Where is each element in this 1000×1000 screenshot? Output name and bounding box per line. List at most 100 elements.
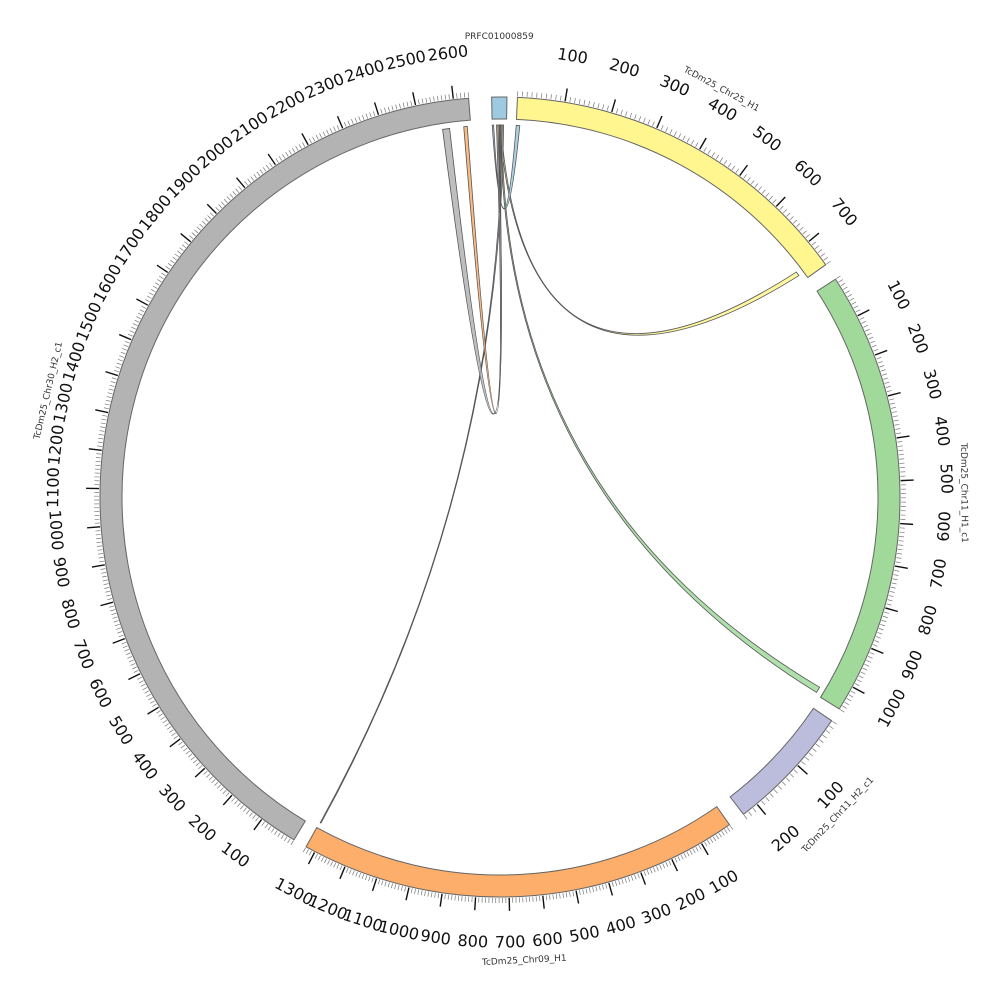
tick-minor — [181, 244, 187, 249]
tick-label: 100 — [218, 838, 254, 871]
tick-minor — [105, 590, 111, 593]
tick-minor — [172, 256, 177, 261]
tick-minor — [574, 98, 576, 104]
tick-minor — [847, 294, 853, 298]
tick-minor — [858, 675, 864, 679]
tick-minor — [698, 845, 702, 850]
tick-label: 200 — [768, 821, 804, 855]
tick-major — [301, 133, 309, 146]
tick-minor — [137, 312, 143, 316]
tick-minor — [96, 545, 103, 547]
tick-label: 1200 — [44, 424, 68, 467]
tick-major — [900, 522, 914, 526]
tick-minor — [862, 667, 868, 671]
tick-minor — [854, 683, 860, 687]
tick-minor — [695, 846, 699, 852]
tick-minor — [106, 396, 112, 398]
tick-minor — [302, 847, 306, 853]
tick-minor — [437, 893, 440, 899]
tick-minor — [124, 649, 130, 652]
tick-minor — [842, 286, 848, 290]
tick-minor — [116, 362, 122, 365]
tick-minor — [234, 800, 238, 805]
tick-minor — [444, 94, 447, 100]
tick-minor — [209, 212, 214, 217]
tick-minor — [339, 865, 343, 871]
tick-minor — [424, 890, 426, 896]
tick-major — [874, 349, 888, 356]
tick-minor — [434, 892, 436, 898]
tick-minor — [653, 867, 656, 873]
seg-chr11h2-arc — [729, 707, 833, 816]
tick-minor — [150, 289, 156, 293]
tick-minor — [769, 793, 774, 798]
tick-major — [871, 647, 884, 654]
tick-minor — [184, 241, 189, 246]
tick-minor — [122, 348, 127, 351]
tick-minor — [106, 594, 112, 597]
tick-minor — [665, 862, 669, 867]
tick-minor — [336, 864, 340, 869]
tick-minor — [101, 572, 107, 574]
tick-minor — [231, 797, 236, 802]
tick-minor — [127, 333, 133, 337]
tick-minor — [888, 595, 894, 598]
tick-minor — [391, 105, 394, 111]
tick-minor — [894, 423, 900, 426]
tick-minor — [621, 878, 624, 884]
tick-label: 1800 — [135, 191, 176, 235]
tick-minor — [109, 605, 115, 608]
tick-label: 200 — [673, 884, 709, 914]
tick-minor — [637, 873, 640, 879]
tick-label: 1300 — [272, 874, 317, 910]
tick-minor — [103, 583, 109, 586]
tick-minor — [283, 836, 288, 842]
tick-major — [128, 673, 141, 681]
tick-major — [222, 794, 233, 806]
tick-minor — [890, 402, 896, 405]
tick-minor — [308, 138, 312, 144]
tick-minor — [668, 860, 672, 866]
tick-minor — [238, 186, 243, 191]
tick-minor — [898, 454, 904, 456]
tick-minor — [130, 663, 136, 666]
tick-minor — [719, 157, 724, 162]
tick-minor — [849, 297, 855, 301]
tick-minor — [627, 876, 631, 882]
tick-minor — [148, 292, 154, 296]
tick-minor — [146, 693, 151, 697]
tick-label: 500 — [937, 463, 957, 494]
tick-major — [194, 767, 206, 778]
tick-minor — [634, 874, 637, 880]
tick-minor — [838, 279, 844, 283]
tick-major — [885, 607, 899, 613]
tick-minor — [569, 891, 571, 897]
tick-major — [206, 203, 217, 214]
tick-minor — [327, 859, 330, 865]
tick-label: 300 — [920, 367, 946, 401]
tick-minor — [201, 220, 207, 225]
tick-minor — [351, 119, 354, 124]
tick-minor — [582, 889, 585, 895]
tick-minor — [394, 884, 397, 890]
tick-major — [91, 564, 105, 568]
tick-minor — [215, 206, 220, 212]
tick-label: 2000 — [194, 132, 237, 173]
tick-minor — [384, 881, 387, 887]
tick-minor — [189, 235, 194, 240]
tick-minor — [104, 403, 110, 406]
tick-major — [451, 85, 454, 99]
tick-minor — [683, 853, 687, 858]
tick-minor — [100, 422, 106, 425]
tick-minor — [869, 652, 875, 655]
tick-major — [147, 706, 159, 715]
tick-minor — [665, 127, 669, 132]
tick-minor — [358, 116, 361, 122]
tick-minor — [225, 792, 230, 797]
tick-minor — [255, 816, 259, 822]
tick-minor — [219, 787, 224, 792]
tick-label: 2300 — [302, 69, 347, 102]
tick-minor — [878, 628, 884, 631]
tick-minor — [160, 716, 165, 721]
link-chr11h2 — [319, 124, 505, 824]
